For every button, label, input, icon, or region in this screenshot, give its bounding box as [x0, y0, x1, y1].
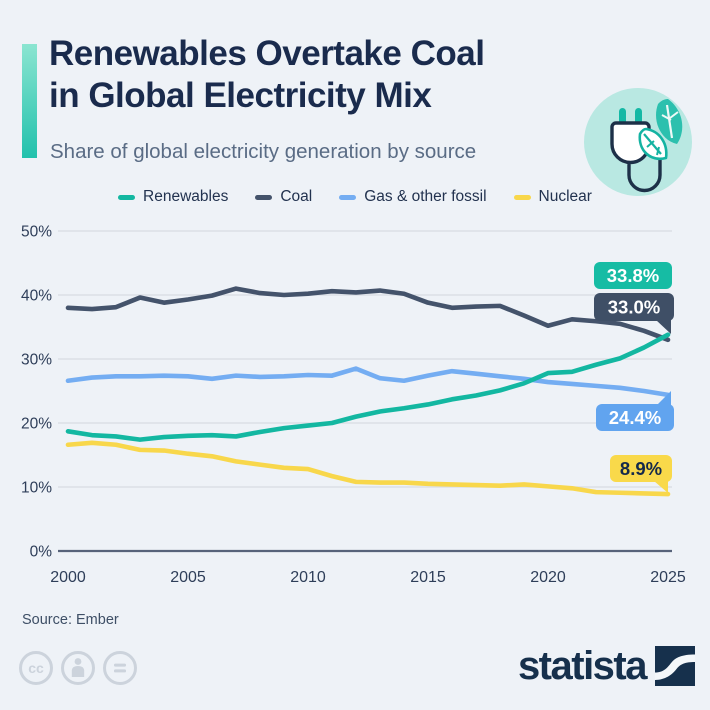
svg-text:40%: 40% [21, 288, 52, 305]
legend-item-gas: Gas & other fossil [339, 188, 487, 206]
badge-gas-other-fossil: 24.4% [596, 391, 674, 431]
legend-swatch-nuclear [513, 194, 531, 200]
svg-text:2015: 2015 [410, 569, 446, 586]
legend-swatch-gas [339, 194, 357, 200]
svg-text:20%: 20% [21, 416, 52, 433]
legend-item-renewables: Renewables [118, 188, 228, 206]
page-subtitle: Share of global electricity generation b… [50, 140, 477, 163]
svg-text:33.8%: 33.8% [607, 265, 659, 286]
attribution-person-icon[interactable] [59, 649, 97, 687]
chart-legend: Renewables Coal Gas & other fossil Nucle… [0, 188, 710, 206]
statista-wordmark: statista [517, 644, 648, 688]
plug-and-leaves-icon [584, 88, 692, 196]
statista-logo-mark-icon [655, 646, 695, 686]
svg-text:2005: 2005 [170, 569, 206, 586]
page-title: Renewables Overtake Coal in Global Elect… [49, 33, 485, 117]
title-line-1: Renewables Overtake Coal [49, 34, 485, 73]
line-gas-other-fossil [65, 366, 671, 398]
license-icons: cc [17, 649, 139, 687]
badge-nuclear: 8.9% [610, 455, 672, 493]
leaf-back-icon [656, 98, 683, 144]
svg-text:2010: 2010 [290, 569, 326, 586]
leaf-front-icon [638, 127, 668, 161]
line-renewables [65, 332, 671, 442]
svg-text:10%: 10% [21, 480, 52, 497]
statista-logo[interactable]: statista [518, 646, 695, 686]
legend-label-gas: Gas & other fossil [364, 188, 487, 205]
chart-series-lines [65, 286, 671, 497]
line-coal [65, 286, 671, 343]
chart-gridlines [58, 230, 672, 553]
line-nuclear [65, 440, 671, 497]
x-axis-labels: 2000 2005 2010 2015 2020 2025 [50, 569, 686, 586]
svg-text:50%: 50% [21, 224, 52, 241]
svg-text:24.4%: 24.4% [609, 407, 661, 428]
legend-swatch-coal [255, 194, 273, 200]
legend-item-nuclear: Nuclear [513, 188, 592, 206]
badge-renewables: 33.8% [594, 262, 672, 289]
equals-icon[interactable] [101, 649, 139, 687]
y-axis-labels: 0% 10% 20% 30% 40% 50% [21, 224, 52, 561]
end-value-badges: 33.8% 33.0% 24.4% 8.9% [594, 262, 674, 493]
svg-text:2025: 2025 [650, 569, 686, 586]
title-accent-bar [22, 44, 37, 158]
source-note: Source: Ember [22, 612, 119, 628]
svg-text:0%: 0% [30, 544, 53, 561]
badge-coal: 33.0% [594, 293, 674, 334]
svg-text:8.9%: 8.9% [620, 458, 662, 479]
svg-text:33.0%: 33.0% [608, 297, 660, 318]
svg-text:2020: 2020 [530, 569, 566, 586]
legend-label-nuclear: Nuclear [538, 188, 592, 205]
svg-text:30%: 30% [21, 352, 52, 369]
legend-swatch-renewables [118, 194, 136, 200]
legend-label-coal: Coal [280, 188, 313, 205]
title-line-2: in Global Electricity Mix [49, 76, 432, 115]
legend-item-coal: Coal [255, 188, 312, 206]
legend-label-renewables: Renewables [143, 188, 229, 205]
cc-icon[interactable]: cc [17, 649, 55, 687]
svg-text:cc: cc [28, 660, 44, 676]
svg-text:2000: 2000 [50, 569, 86, 586]
